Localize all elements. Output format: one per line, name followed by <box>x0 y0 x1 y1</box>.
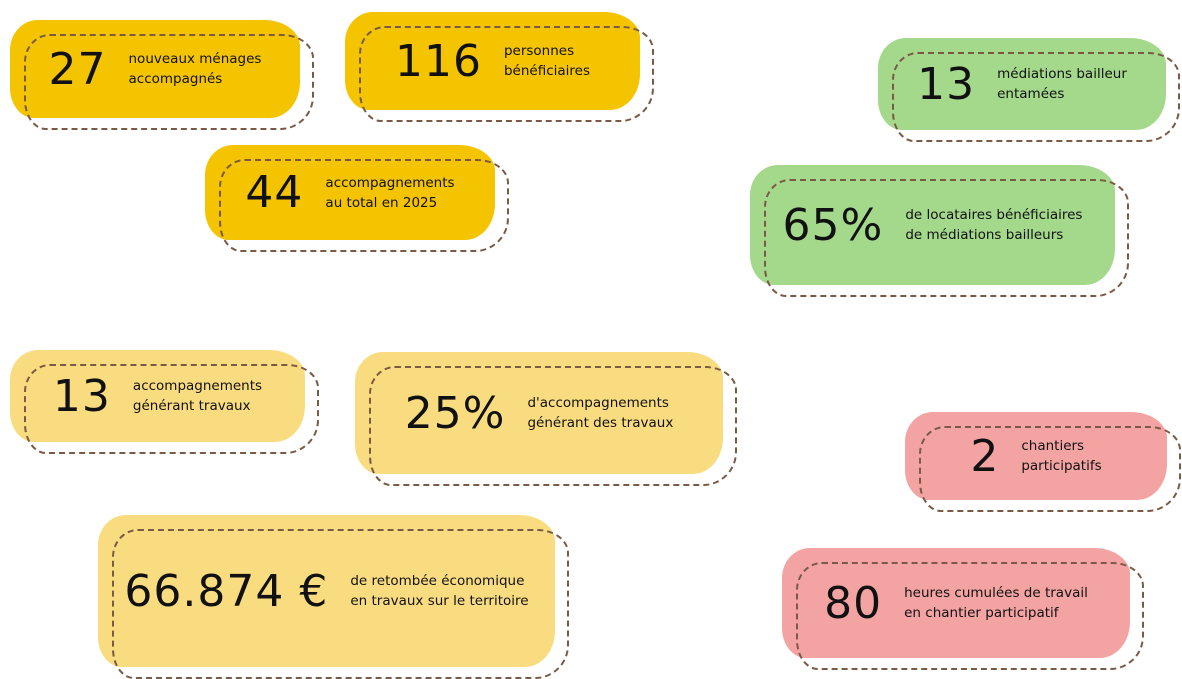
card-background <box>355 352 723 474</box>
label-line: médiations bailleur <box>997 66 1127 82</box>
label-line: générant des travaux <box>527 415 674 431</box>
stat-value: 2 <box>970 430 1000 482</box>
dashed-outline <box>919 426 1181 512</box>
card-content: 44 accompagnements au total en 2025 <box>205 145 495 240</box>
label-line: accompagnements <box>132 378 263 394</box>
label-line: nouveaux ménages <box>128 51 262 67</box>
stat-value: 25% <box>404 387 506 439</box>
label-line: en travaux sur le territoire <box>350 593 529 609</box>
label-line: de retombée économique <box>350 573 525 589</box>
label-line: accompagnés <box>128 71 223 87</box>
dashed-outline <box>219 159 509 252</box>
stat-value: 13 <box>52 370 111 422</box>
stat-label: chantiers participatifs <box>1021 436 1101 476</box>
stat-card: 66.874 € de retombée économique en travaux… <box>98 515 569 679</box>
card-background <box>345 12 640 110</box>
stat-card: 27 nouveaux ménages accompagnés <box>10 20 314 130</box>
label-line: de locataires bénéficiaires <box>905 207 1083 223</box>
stat-value: 80 <box>824 577 883 629</box>
card-content: 27 nouveaux ménages accompagnés <box>10 20 300 118</box>
dashed-outline <box>796 562 1144 670</box>
stat-label: nouveaux ménages accompagnés <box>129 49 262 89</box>
label-line: de médiations bailleurs <box>905 227 1064 243</box>
card-background <box>782 548 1130 658</box>
stat-label: heures cumulées de travail en chantier pa… <box>904 583 1088 623</box>
stat-value: 116 <box>394 35 482 87</box>
stat-value: 44 <box>245 167 304 218</box>
stat-card: 116 personnes bénéficiaires <box>345 12 654 122</box>
card-background <box>750 165 1115 285</box>
card-content: 13 accompagnements générant travaux <box>10 350 305 442</box>
card-content: 13 médiations bailleur entamées <box>878 38 1166 130</box>
stat-label: médiations bailleur entamées <box>997 64 1127 104</box>
stat-card: 13 médiations bailleur entamées <box>878 38 1180 142</box>
card-content: 65% de locataires bénéficiaires de médiati… <box>750 165 1115 285</box>
card-content: 2 chantiers participatifs <box>905 412 1167 500</box>
card-content: 66.874 € de retombée économique en travaux… <box>98 515 555 667</box>
label-line: heures cumulées de travail <box>904 585 1088 601</box>
dashed-outline <box>24 34 314 130</box>
label-line: d'accompagnements <box>527 395 669 411</box>
stat-card: 65% de locataires bénéficiaires de médiati… <box>750 165 1129 297</box>
label-line: accompagnements <box>325 174 455 191</box>
stat-label: accompagnements générant travaux <box>133 376 262 416</box>
stat-label: de locataires bénéficiaires de médiations… <box>905 205 1082 245</box>
stat-card: 44 accompagnements au total en 2025 <box>205 145 509 252</box>
card-background <box>10 20 300 118</box>
stat-card: 80 heures cumulées de travail en chantier … <box>782 548 1144 670</box>
card-content: 80 heures cumulées de travail en chantier … <box>782 548 1130 658</box>
label-line: entamées <box>997 86 1065 102</box>
dashed-outline <box>892 52 1180 142</box>
stat-value: 66.874 € <box>124 565 329 617</box>
label-line: générant travaux <box>132 398 251 414</box>
card-background <box>98 515 555 667</box>
dashed-outline <box>369 366 737 486</box>
stat-card: 13 accompagnements générant travaux <box>10 350 319 454</box>
label-line: chantiers <box>1021 438 1085 454</box>
stat-card: 25% d'accompagnements générant des travaux <box>355 352 737 486</box>
dashed-outline <box>764 179 1129 297</box>
dashed-outline <box>24 364 319 454</box>
card-content: 25% d'accompagnements générant des travaux <box>355 352 723 474</box>
stat-card: 2 chantiers participatifs <box>905 412 1181 512</box>
card-content: 116 personnes bénéficiaires <box>345 12 640 110</box>
stat-label: de retombée économique en travaux sur le … <box>350 571 528 611</box>
label-line: participatifs <box>1021 458 1102 474</box>
stat-label: d'accompagnements générant des travaux <box>527 393 673 433</box>
label-line: au total en 2025 <box>325 194 438 211</box>
stat-value: 65% <box>782 199 884 251</box>
label-line: en chantier participatif <box>904 605 1059 621</box>
label-line: personnes <box>503 43 575 59</box>
stat-value: 13 <box>917 58 976 110</box>
stat-label: accompagnements au total en 2025 <box>325 173 454 213</box>
stat-value: 27 <box>48 43 107 95</box>
dashed-outline <box>359 26 654 122</box>
label-line: bénéficiaires <box>503 63 590 79</box>
stat-label: personnes bénéficiaires <box>504 41 590 81</box>
